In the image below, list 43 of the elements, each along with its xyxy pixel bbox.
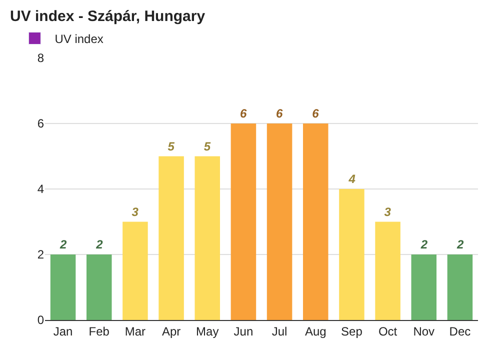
x-tick-label: Sep [341,324,363,338]
data-label: 6 [312,106,320,120]
data-label: 5 [168,139,175,154]
bar [230,124,256,320]
data-label: 5 [204,139,211,154]
x-tick-label: Aug [304,324,326,338]
data-label: 3 [384,204,392,219]
data-label: 6 [276,106,284,120]
bar [447,254,473,320]
bar [86,254,112,320]
y-tick-label: 6 [37,116,44,131]
data-label: 2 [420,238,428,252]
bar [375,222,400,320]
x-tick-label: Jul [272,324,288,338]
data-label: 6 [240,106,247,120]
x-tick-label: Nov [413,324,435,338]
x-tick-label: Oct [378,324,398,338]
x-tick-label: Dec [449,324,471,338]
data-label: 2 [59,238,68,252]
bar [266,124,292,320]
legend-swatch: UV index [28,32,104,46]
bar [303,124,328,320]
y-tick-label: 4 [37,182,44,196]
data-label: 2 [95,238,104,252]
bar [158,156,184,320]
data-label: 2 [456,238,464,252]
bar [50,254,76,320]
bar [122,222,148,320]
chart-title: UV index - Szápár, Hungary [10,8,206,25]
bar [339,189,364,320]
y-tick-label: 2 [37,248,44,262]
x-tick-label: May [196,324,219,338]
y-tick-label: 8 [37,51,44,66]
data-label: 3 [132,204,139,219]
x-tick-label: Jun [234,324,254,338]
data-label: 4 [348,172,356,186]
bar [194,156,220,320]
x-tick-label: Jan [53,324,73,338]
x-tick-label: Apr [162,324,181,338]
x-tick-label: Feb [88,324,110,338]
x-tick-label: Mar [124,324,146,338]
y-tick-label: 0 [37,313,44,328]
bar [411,254,436,320]
